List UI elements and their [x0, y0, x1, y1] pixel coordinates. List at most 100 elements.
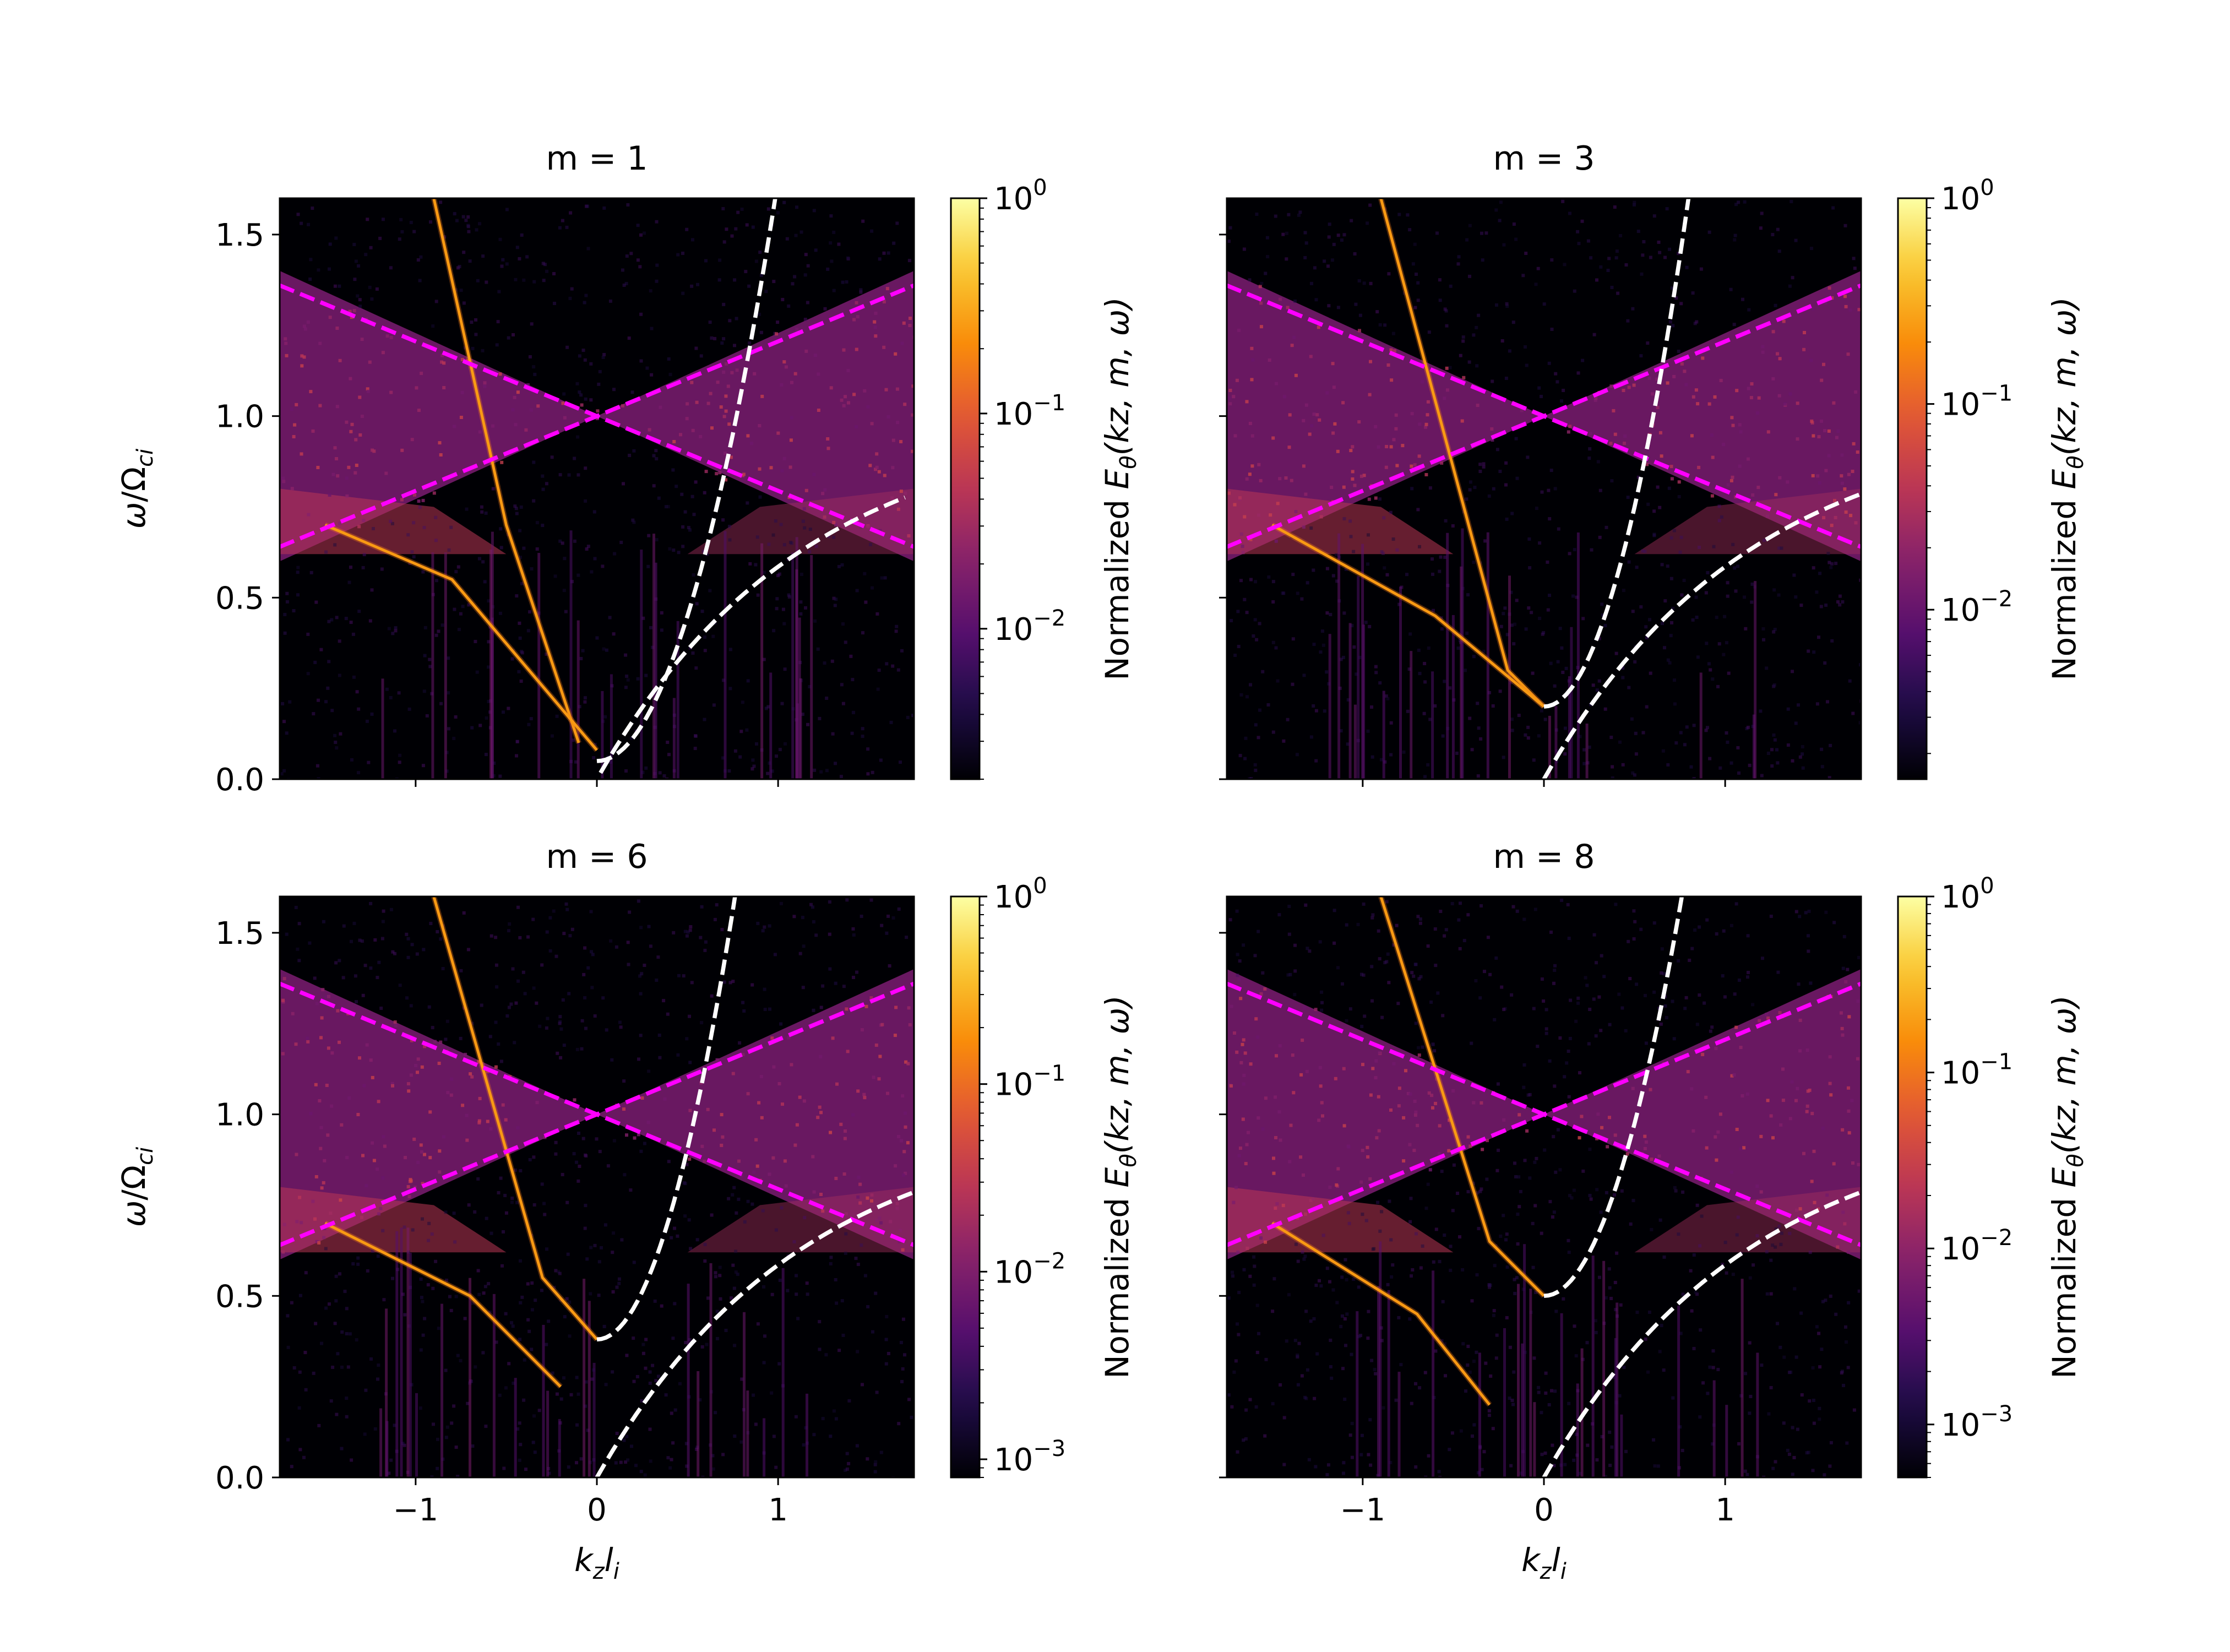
speckle	[1643, 1134, 1647, 1138]
speckle	[1320, 990, 1323, 994]
speckle	[1683, 369, 1687, 373]
speckle	[345, 1396, 349, 1400]
speckle	[666, 1456, 670, 1460]
speckle	[1286, 306, 1290, 309]
speckle	[1540, 1453, 1544, 1457]
speckle	[603, 715, 607, 719]
speckle	[731, 1072, 735, 1075]
speckle	[1308, 432, 1312, 436]
speckle	[638, 974, 642, 978]
speckle	[1512, 642, 1516, 646]
streak	[385, 1421, 389, 1477]
speckle	[687, 1218, 691, 1222]
speckle	[1828, 1055, 1832, 1059]
speckle	[532, 280, 536, 284]
speckle	[1776, 227, 1780, 231]
speckle	[419, 1348, 423, 1352]
speckle	[851, 1113, 855, 1117]
speckle	[1230, 1405, 1234, 1409]
speckle	[1674, 1189, 1678, 1193]
speckle	[324, 700, 328, 704]
speckle	[485, 716, 488, 720]
speckle	[437, 629, 440, 633]
speckle	[602, 353, 606, 356]
speckle	[1771, 233, 1775, 236]
speckle	[1710, 1025, 1714, 1029]
speckle	[1302, 673, 1306, 677]
speckle	[1857, 1289, 1861, 1293]
speckle	[1402, 1159, 1406, 1163]
speckle	[1608, 1023, 1612, 1026]
speckle	[1341, 656, 1345, 659]
speckle	[1580, 1115, 1584, 1118]
speckle	[1581, 358, 1585, 362]
speckle	[1384, 465, 1388, 469]
speckle	[281, 1052, 285, 1056]
speckle	[1513, 1278, 1516, 1281]
speckle	[327, 1046, 330, 1050]
speckle	[1389, 1461, 1393, 1464]
speckle	[886, 1091, 889, 1095]
speckle	[445, 1019, 449, 1023]
speckle	[358, 395, 362, 399]
speckle	[1291, 682, 1295, 686]
speckle	[558, 1020, 562, 1024]
speckle	[733, 749, 737, 753]
speckle	[1553, 1084, 1557, 1088]
speckle	[656, 955, 660, 959]
streak	[514, 1378, 517, 1477]
speckle	[1699, 267, 1703, 271]
speckle	[1332, 242, 1336, 246]
speckle	[643, 964, 646, 967]
speckle	[1525, 363, 1529, 367]
speckle	[1716, 684, 1720, 688]
speckle	[754, 259, 758, 263]
speckle	[1456, 1192, 1459, 1195]
speckle	[615, 1285, 619, 1289]
speckle	[1374, 665, 1378, 669]
speckle	[552, 272, 556, 275]
speckle	[448, 1295, 452, 1298]
speckle	[1825, 1193, 1829, 1197]
speckle	[1509, 1464, 1513, 1468]
speckle	[1857, 955, 1861, 959]
speckle	[449, 1093, 453, 1097]
speckle	[1836, 600, 1840, 604]
speckle	[459, 612, 463, 616]
speckle	[312, 1371, 316, 1375]
speckle	[1741, 1094, 1744, 1097]
speckle	[761, 929, 765, 933]
speckle	[1767, 1412, 1771, 1416]
speckle	[511, 967, 515, 971]
speckle	[1274, 1207, 1277, 1210]
speckle	[879, 1221, 883, 1225]
speckle	[727, 422, 731, 426]
speckle	[514, 423, 518, 427]
speckle	[671, 468, 675, 472]
speckle	[1243, 757, 1247, 760]
speckle	[734, 1249, 738, 1253]
speckle	[614, 945, 618, 949]
speckle	[385, 687, 389, 691]
speckle	[710, 1213, 714, 1217]
speckle	[801, 713, 804, 716]
streak	[1451, 615, 1455, 779]
speckle	[1845, 1340, 1848, 1344]
speckle	[1733, 992, 1737, 996]
speckle	[1729, 1170, 1733, 1174]
speckle	[542, 279, 546, 282]
speckle	[1348, 1433, 1352, 1437]
colorbar-label: Normalized Eθ(kz, m, ω)	[2046, 995, 2088, 1379]
speckle	[1811, 307, 1815, 311]
speckle	[1600, 954, 1603, 958]
speckle	[1374, 1372, 1378, 1376]
speckle	[818, 1347, 822, 1351]
speckle	[330, 709, 334, 713]
speckle	[805, 1281, 809, 1285]
speckle	[1698, 1244, 1702, 1248]
speckle	[835, 1082, 839, 1086]
panel-title: m = 3	[1493, 139, 1595, 178]
speckle	[1495, 303, 1498, 307]
speckle	[711, 1454, 715, 1458]
speckle	[1581, 617, 1585, 621]
